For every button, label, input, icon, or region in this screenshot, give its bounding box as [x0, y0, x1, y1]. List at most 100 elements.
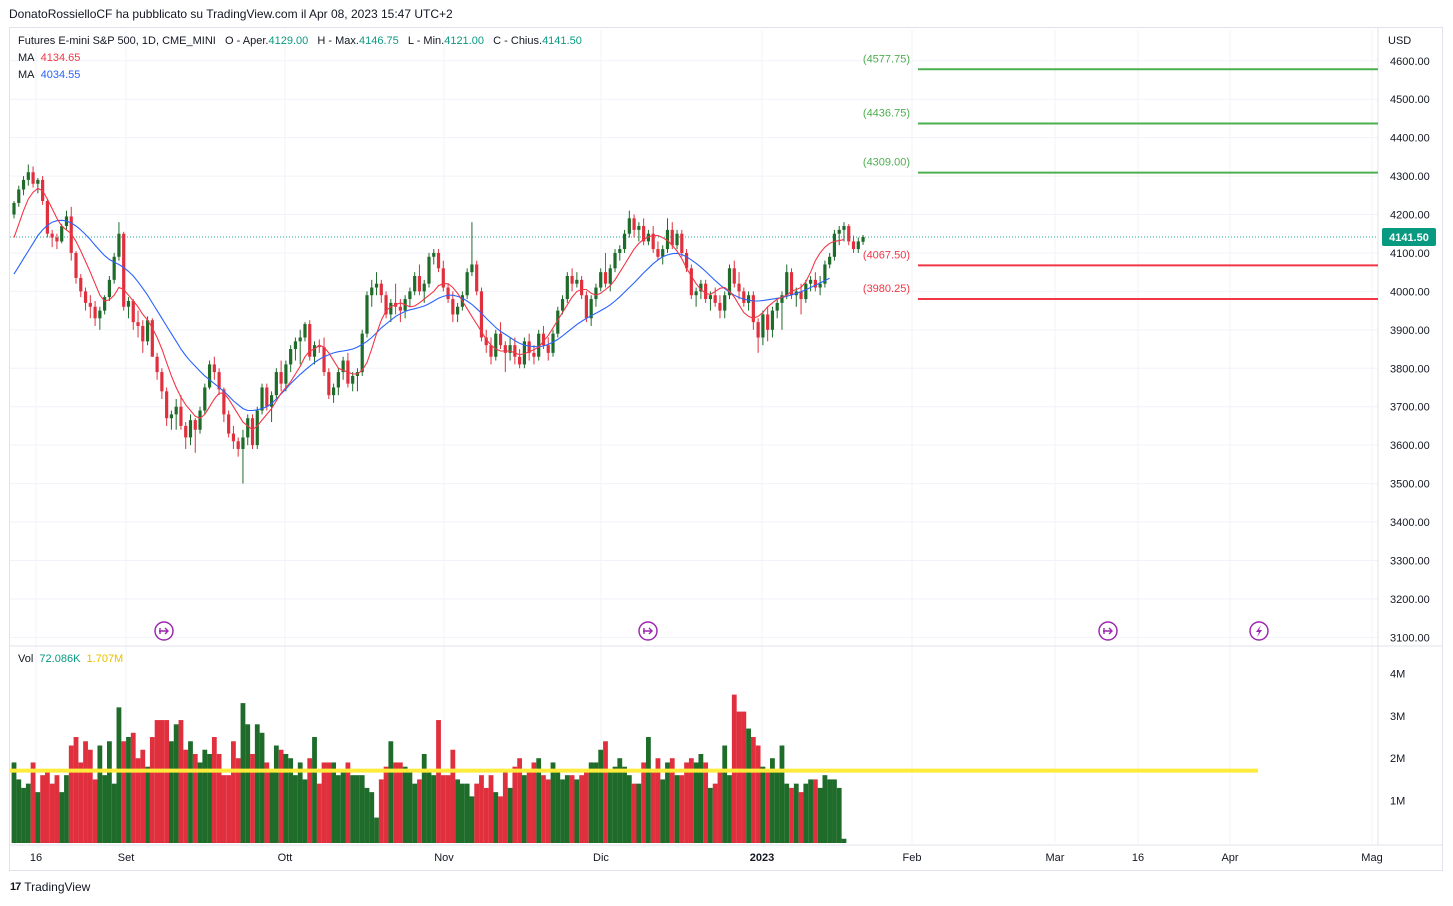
candle-body: [632, 218, 636, 230]
volume-bar: [798, 792, 804, 843]
candle-body: [532, 352, 536, 357]
volume-bar: [250, 753, 255, 843]
candle-body: [479, 291, 484, 338]
candle-body: [651, 233, 655, 250]
candle-body: [241, 437, 245, 449]
candle-body: [246, 418, 250, 438]
candle-body: [21, 179, 26, 190]
candle-body: [74, 252, 78, 278]
volume-bar: [130, 732, 136, 843]
volume-bar: [316, 783, 322, 843]
candle-body: [580, 279, 584, 296]
candle-body: [570, 276, 574, 284]
volume-bar: [450, 749, 456, 843]
volume-bar: [326, 762, 332, 843]
candle-body: [527, 341, 531, 353]
level-label: (3980.25): [863, 283, 910, 295]
ma-slow-legend[interactable]: MA 4034.55: [18, 69, 80, 81]
volume-bar: [216, 753, 222, 843]
volume-legend[interactable]: Vol 72.086K 1.707M: [18, 653, 123, 665]
volume-bar: [812, 779, 818, 843]
candle-body: [723, 295, 727, 311]
open-label: O: [225, 35, 234, 47]
candle-body: [255, 410, 259, 446]
volume-tick-label: 1M: [1390, 796, 1405, 808]
candle-body: [708, 295, 713, 300]
volume-bar: [836, 787, 842, 843]
candle-body: [556, 310, 560, 334]
volume-bar: [765, 770, 771, 843]
volume-bar: [641, 762, 647, 843]
candle-body: [12, 202, 16, 215]
candle-body: [808, 279, 813, 284]
candle-body: [508, 345, 512, 353]
candle-body: [584, 295, 588, 319]
volume-bar: [35, 792, 41, 843]
level-label: (4436.75): [863, 107, 910, 119]
volume-bar: [774, 770, 780, 843]
ma-slow-line: [13, 219, 830, 412]
volume-bar: [660, 779, 666, 843]
volume-bar: [584, 770, 589, 843]
ma-fast-legend[interactable]: MA 4134.65: [18, 52, 80, 64]
volume-value: 72.086K: [39, 653, 81, 665]
candle-body: [470, 264, 474, 273]
footer-branding[interactable]: 17 TradingView: [10, 880, 90, 894]
volume-bar: [760, 766, 766, 843]
volume-bar: [622, 766, 627, 843]
candle-body: [465, 272, 469, 296]
volume-bar: [803, 783, 809, 843]
volume-bar: [679, 775, 685, 843]
volume-bar: [149, 737, 155, 843]
volume-bar: [674, 775, 680, 843]
volume-bar: [483, 787, 489, 843]
candle-body: [427, 256, 431, 284]
candle-body: [103, 297, 107, 311]
volume-bar: [560, 779, 565, 843]
candle-body: [541, 333, 546, 346]
candle-body: [222, 389, 226, 415]
forward-icon: [638, 621, 658, 641]
candle-body: [93, 306, 97, 319]
y-tick-label: 3800.00: [1390, 363, 1430, 375]
level-label: (4309.00): [863, 157, 910, 169]
volume-bar: [474, 783, 480, 843]
volume-bar: [283, 753, 289, 843]
high-label: H: [317, 35, 326, 47]
candle-body: [856, 241, 860, 250]
volume-bar: [211, 737, 217, 843]
volume-bar: [512, 766, 518, 843]
ma-slow-value: 4034.55: [40, 69, 81, 81]
x-tick-label: Apr: [1221, 852, 1238, 864]
volume-bar: [784, 783, 790, 843]
candle-body: [398, 306, 402, 311]
candle-body: [432, 252, 436, 257]
volume-bar: [498, 796, 503, 843]
last-price-badge: [1382, 227, 1436, 246]
candle-body: [775, 302, 779, 311]
ohlc-legend[interactable]: Futures E-mini S&P 500, 1D, CME_MINI O -…: [18, 35, 582, 47]
volume-bar: [684, 762, 689, 843]
candle-body: [227, 414, 231, 434]
candle-body: [522, 341, 526, 365]
x-tick-label: Set: [118, 852, 135, 864]
ma-slow-label: MA: [18, 69, 35, 81]
level-label: (4577.75): [863, 53, 910, 65]
volume-bar: [507, 787, 513, 843]
forward-icon: [154, 621, 174, 641]
candle-body: [603, 272, 608, 284]
candle-body: [131, 300, 135, 323]
candle-body: [608, 268, 612, 284]
volume-bar: [617, 758, 623, 843]
candle-body: [441, 268, 445, 288]
volume-bar: [364, 787, 370, 843]
volume-bar: [145, 766, 150, 843]
volume-bar: [87, 749, 93, 843]
candle-body: [780, 295, 784, 303]
candle-body: [727, 268, 732, 296]
grid-lines: [10, 30, 1378, 843]
candle-body: [680, 233, 684, 253]
candle-body: [661, 249, 665, 257]
volume-bar: [550, 762, 556, 843]
